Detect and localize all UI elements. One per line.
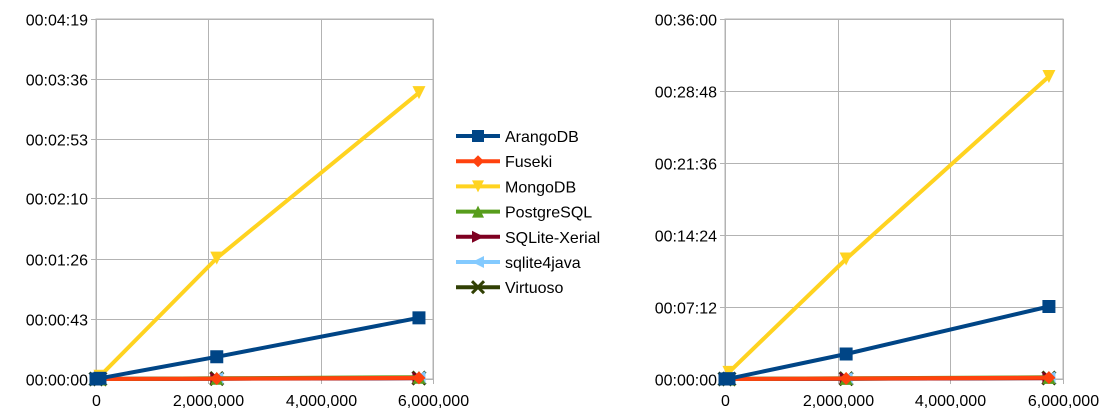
right-y-tick-label: 00:00:00: [655, 373, 717, 390]
right-y-tick-label: 00:21:36: [655, 157, 717, 174]
right-series-fuseki: [718, 371, 1056, 386]
left-line-arangodb: [95, 315, 420, 381]
left-series-arangodb: [89, 311, 426, 386]
right-x-tick-label: 4,000,000: [915, 393, 986, 410]
right-y-tick-label: 00:07:12: [655, 301, 717, 318]
left-point-mongodb: [210, 251, 224, 265]
left-point-mongodb: [412, 86, 426, 100]
left-point-fuseki: [412, 371, 426, 385]
left-y-tick-label: 00:01:26: [26, 253, 88, 270]
legend-item-arangodb: ArangoDB: [456, 129, 579, 146]
legend-swatch-marker: [470, 280, 486, 295]
legend-swatch-marker: [472, 230, 484, 243]
right-point-arangodb: [839, 347, 853, 361]
legend-swatch-marker: [472, 205, 484, 218]
right-point-fuseki: [839, 372, 853, 385]
legend-label: Virtuoso: [505, 280, 564, 297]
right-point-mongodb: [839, 252, 853, 266]
right-series-arangodb: [718, 300, 1056, 386]
legend: ArangoDB Fuseki MongoDB PostgreSQL SQLite-Xe…: [456, 129, 600, 297]
left-point-arangodb: [412, 311, 426, 325]
legend-item-sqlite4java: sqlite4java: [456, 255, 581, 272]
chart-right: 00:00:00 00:07:12 00:14:24 00:21:36 00:28:48…: [655, 13, 1099, 411]
left-x-tick-label: 6,000,000: [398, 393, 469, 410]
legend-label: MongoDB: [505, 179, 576, 196]
left-line-mongodb: [94, 91, 421, 381]
right-line-fuseki: [725, 375, 1049, 381]
left-x-tick-label: 0: [92, 393, 101, 410]
legend-swatch-marker: [472, 155, 484, 168]
right-x-tick-label: 2,000,000: [803, 393, 874, 410]
right-point-mongodb: [1042, 70, 1056, 83]
left-point-fuseki: [210, 372, 224, 386]
chart-left: 00:00:00 00:00:43 00:01:26 00:02:10 00:02:53…: [26, 13, 469, 411]
left-line-fuseki: [96, 375, 420, 381]
right-point-arangodb: [722, 372, 736, 386]
left-point-arangodb: [210, 350, 224, 364]
legend-swatch-marker: [472, 180, 484, 193]
left-y-tick-label: 00:03:36: [26, 73, 88, 90]
left-y-tick-label: 00:02:10: [26, 192, 88, 209]
legend-label: sqlite4java: [505, 255, 581, 272]
legend-label: Fuseki: [505, 154, 552, 171]
legend-label: PostgreSQL: [505, 205, 592, 222]
legend-label: ArangoDB: [505, 129, 579, 146]
right-y-tick-label: 00:14:24: [655, 229, 717, 246]
legend-item-fuseki: Fuseki: [456, 154, 552, 171]
right-line-mongodb: [723, 75, 1051, 381]
left-y-tick-label: 00:00:00: [26, 373, 88, 390]
legend-swatch-marker: [472, 256, 484, 268]
right-point-arangodb: [1042, 300, 1056, 313]
right-line-arangodb: [724, 304, 1050, 381]
right-x-tick-label: 6,000,000: [1028, 393, 1099, 410]
left-series-fuseki: [89, 371, 426, 386]
left-y-tick-label: 00:04:19: [26, 13, 88, 30]
left-x-tick-label: 2,000,000: [173, 393, 244, 410]
left-y-tick-label: 00:00:43: [26, 313, 88, 330]
right-y-tick-label: 00:28:48: [655, 85, 717, 102]
legend-label: SQLite-Xerial: [505, 230, 600, 247]
legend-item-postgresql: PostgreSQL: [456, 205, 592, 222]
left-y-tick-label: 00:02:53: [26, 133, 88, 150]
legend-item-mongodb: MongoDB: [456, 179, 576, 196]
right-point-fuseki: [1042, 371, 1056, 385]
left-x-tick-label: 4,000,000: [286, 393, 357, 410]
left-series-mongodb: [89, 86, 426, 386]
legend-item-sqlite-xerial: SQLite-Xerial: [456, 230, 600, 247]
legend-swatch-marker: [472, 130, 484, 142]
right-y-tick-label: 00:36:00: [655, 13, 717, 30]
left-point-arangodb: [93, 371, 107, 385]
right-series-mongodb: [718, 70, 1056, 386]
right-x-tick-label: 0: [721, 393, 730, 410]
legend-item-virtuoso: Virtuoso: [456, 280, 564, 297]
